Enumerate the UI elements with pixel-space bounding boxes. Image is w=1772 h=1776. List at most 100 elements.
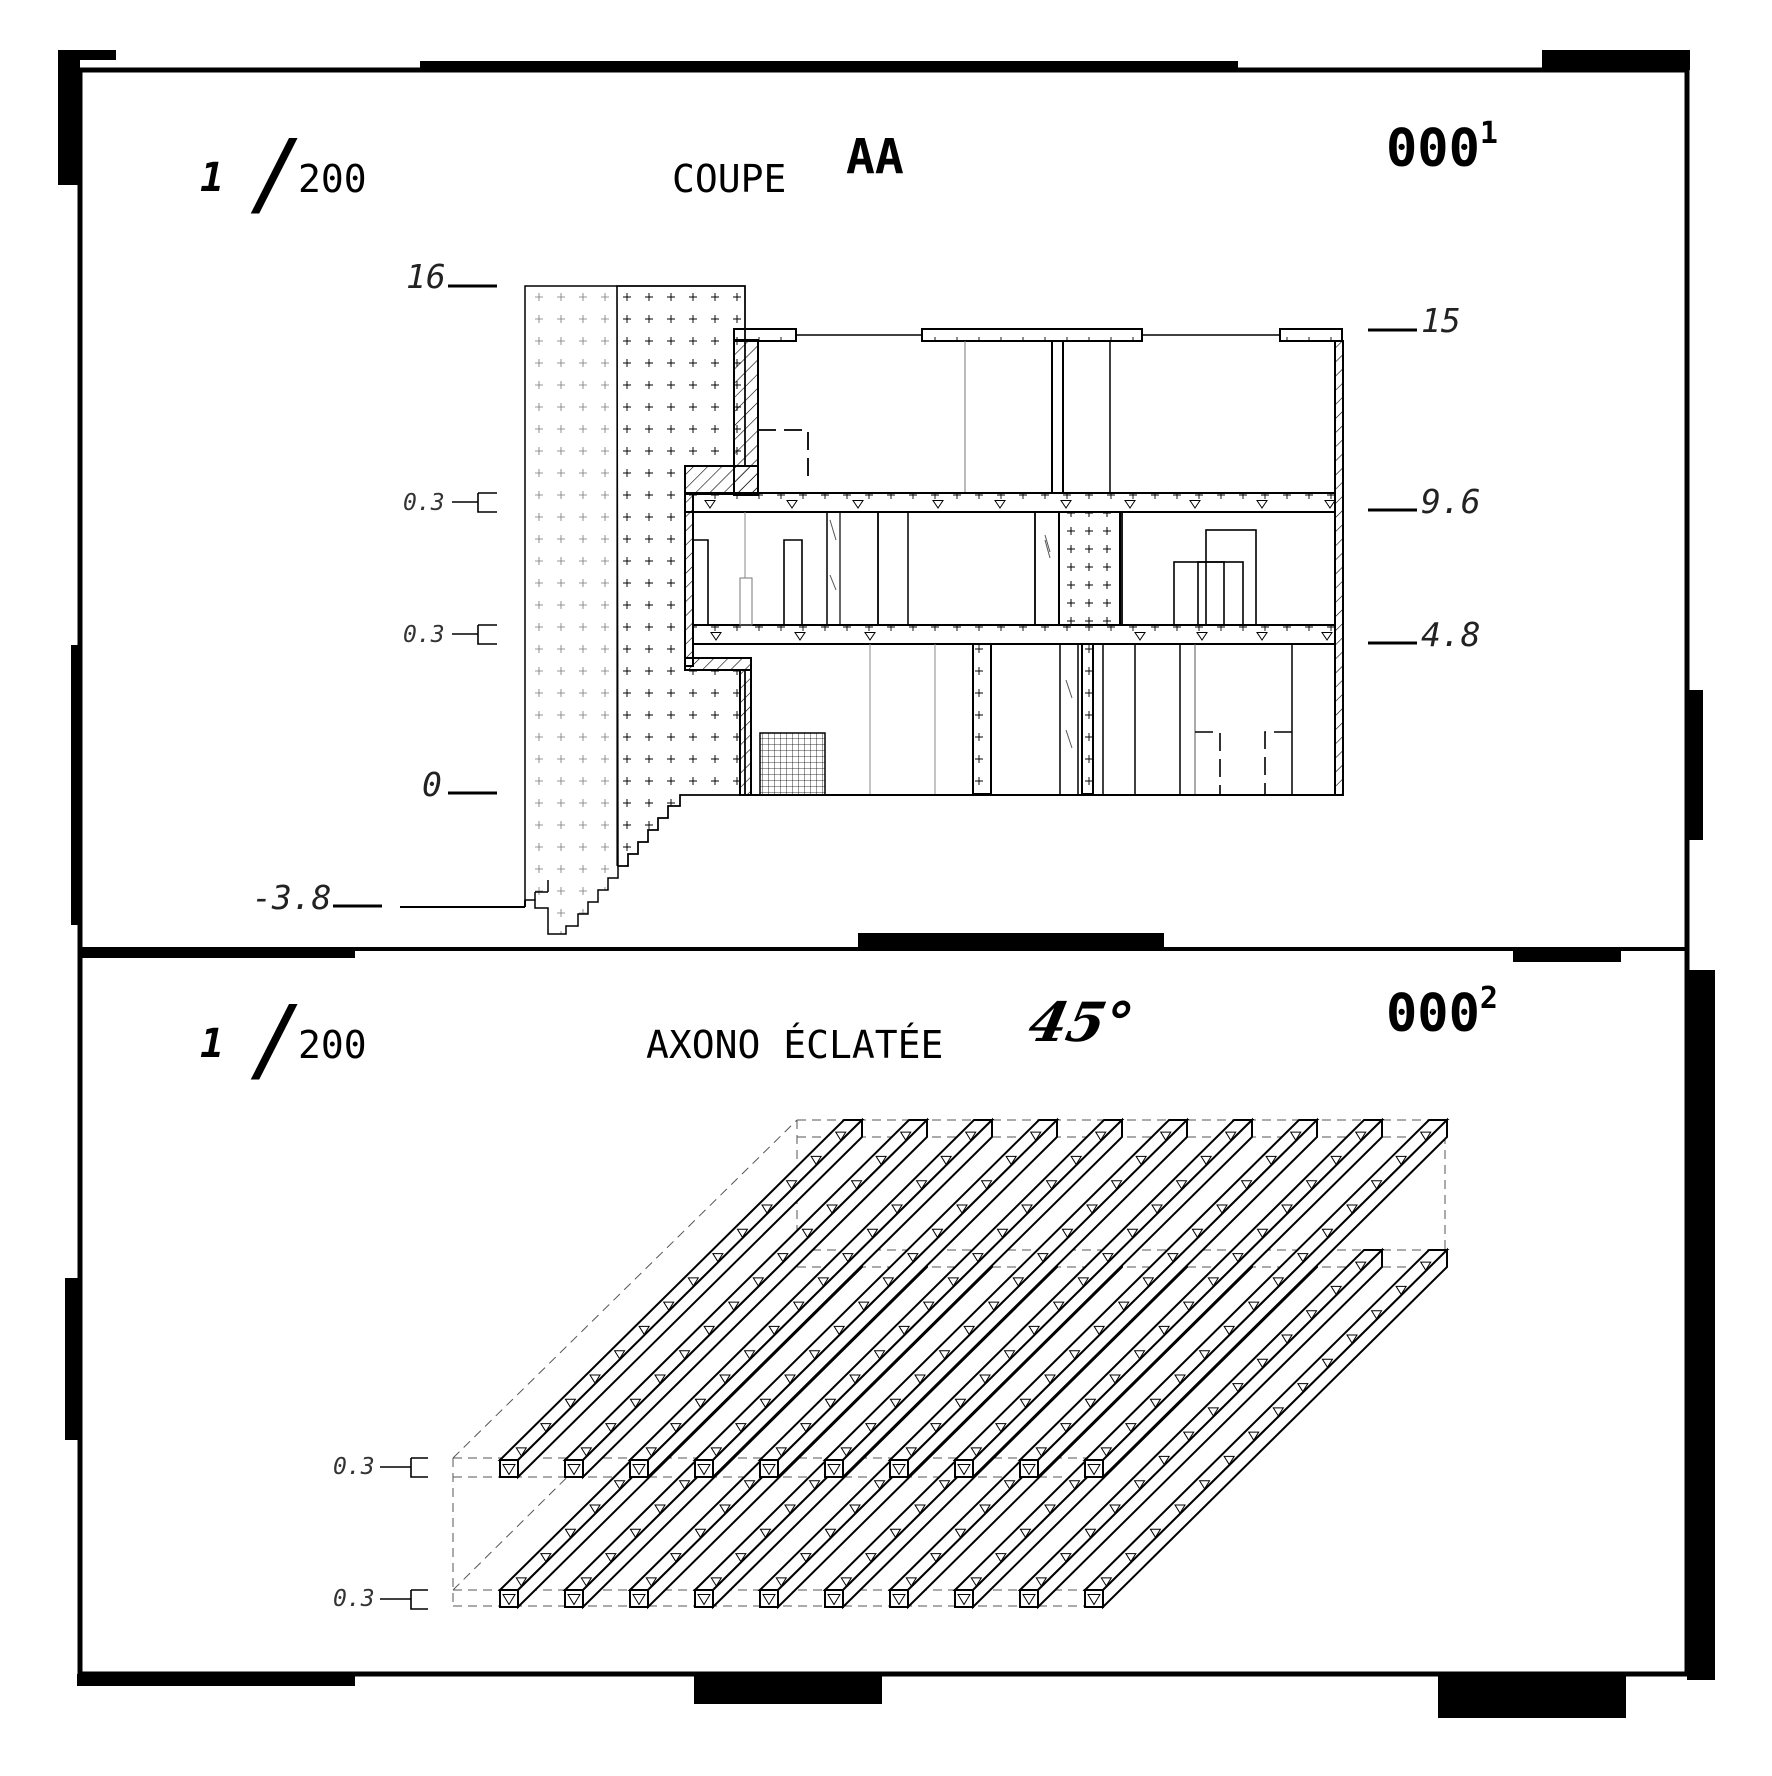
triangle-mark — [589, 1374, 601, 1384]
triangle-mark — [931, 1228, 944, 1239]
triangle-mark — [1354, 1261, 1367, 1272]
beam-side-face — [1102, 1247, 1448, 1610]
sheet-number-sup: 2 — [1479, 981, 1498, 1016]
triangle-mark — [1265, 1155, 1278, 1166]
triangle-mark — [1281, 1334, 1293, 1344]
beam — [1017, 1117, 1385, 1480]
triangle-mark — [841, 1253, 854, 1263]
triangle-mark — [564, 1398, 577, 1409]
triangle-mark — [1019, 1528, 1032, 1539]
triangle-mark — [1256, 500, 1268, 509]
triangle-mark — [759, 1528, 772, 1539]
triangle-mark — [1370, 1310, 1383, 1320]
triangle-mark — [762, 1464, 776, 1476]
triangle-mark — [632, 1594, 646, 1606]
triangle-mark — [1166, 1253, 1179, 1263]
sheet-number: 0001 — [1386, 119, 1498, 176]
triangle-mark — [1223, 1325, 1236, 1336]
triangle-mark — [1134, 632, 1146, 641]
triangle-mark — [817, 1277, 830, 1287]
triangle-mark — [932, 500, 944, 509]
triangle-mark — [1086, 1204, 1098, 1214]
triangle-mark — [833, 1325, 846, 1336]
triangle-mark — [752, 1277, 765, 1287]
triangle-mark — [810, 1155, 823, 1166]
triangle-mark — [703, 1325, 716, 1336]
triangle-mark — [1045, 1180, 1058, 1190]
triangle-mark — [784, 1504, 796, 1514]
triangle-mark — [840, 1447, 853, 1457]
triangle-mark — [1321, 1358, 1334, 1369]
beam-side-face — [1037, 1117, 1383, 1480]
triangle-mark — [704, 500, 716, 509]
triangle-mark — [697, 1594, 711, 1606]
triangle-mark — [882, 1277, 895, 1287]
triangle-mark — [1070, 1155, 1083, 1166]
triangle-mark — [938, 1350, 951, 1360]
triangle-mark — [762, 1594, 776, 1606]
triangle-mark — [697, 1464, 711, 1476]
triangle-mark — [1305, 1310, 1318, 1320]
triangle-mark — [824, 1528, 837, 1539]
triangle-mark — [1035, 1577, 1048, 1587]
triangle-mark — [852, 500, 864, 509]
triangle-mark — [1109, 1374, 1121, 1384]
triangle-mark — [1022, 1594, 1036, 1606]
triangle-mark — [1084, 1398, 1097, 1409]
triangle-mark — [808, 1480, 821, 1490]
triangle-mark — [1084, 1528, 1097, 1539]
triangle-mark — [613, 1480, 626, 1490]
triangle-mark — [1231, 1253, 1244, 1263]
beam-side-face — [972, 1117, 1318, 1480]
triangle-mark — [875, 1155, 888, 1166]
triangle-mark — [994, 1553, 1007, 1563]
triangle-mark — [761, 1204, 773, 1214]
triangle-mark — [794, 632, 806, 641]
triangle-mark — [889, 1398, 902, 1409]
sheet-frame — [58, 50, 1715, 1718]
triangle-mark — [1182, 1301, 1195, 1312]
triangle-mark — [502, 1464, 516, 1476]
triangle-mark — [1059, 1423, 1072, 1433]
projection-angle: 45° — [1023, 990, 1139, 1054]
triangle-mark — [922, 1301, 935, 1312]
earth-inner-mass — [616, 285, 746, 867]
triangle-mark — [940, 1155, 953, 1166]
triangle-mark — [1029, 1131, 1042, 1142]
beam — [1082, 1117, 1450, 1480]
triangle-mark — [784, 1374, 796, 1384]
triangle-mark — [1346, 1204, 1358, 1214]
triangle-mark — [613, 1350, 626, 1360]
triangle-mark — [1094, 1131, 1107, 1142]
scale-numerator: 1 — [200, 155, 225, 201]
triangle-mark — [736, 1228, 749, 1239]
beam-side-face — [582, 1117, 928, 1480]
triangle-mark — [589, 1504, 601, 1514]
triangle-mark — [1022, 1464, 1036, 1476]
beam — [692, 1117, 1060, 1480]
triangle-mark — [654, 1504, 666, 1514]
triangle-mark — [1189, 500, 1201, 509]
triangle-mark — [938, 1480, 951, 1490]
triangle-mark — [775, 1447, 788, 1457]
triangle-mark — [1247, 1431, 1260, 1442]
triangle-mark — [1296, 1253, 1309, 1263]
triangle-mark — [905, 1447, 918, 1457]
triangle-mark — [1044, 1374, 1056, 1384]
beam-side-face — [907, 1117, 1253, 1480]
triangle-mark — [1174, 1374, 1186, 1384]
triangle-mark — [892, 1464, 906, 1476]
triangle-mark — [638, 1325, 651, 1336]
beam-side-face — [842, 1117, 1188, 1480]
triangle-mark — [1200, 1155, 1213, 1166]
triangle-mark — [1109, 1504, 1121, 1514]
triangle-mark — [827, 1464, 841, 1476]
beam — [562, 1117, 930, 1480]
triangle-mark — [792, 1301, 805, 1312]
slab-thickness-label: 0.3 — [333, 1586, 375, 1612]
drawing-title: AXONO ÉCLATÉE — [646, 1023, 944, 1067]
beam-side-face — [517, 1117, 863, 1480]
beam-side-face — [1037, 1247, 1383, 1610]
